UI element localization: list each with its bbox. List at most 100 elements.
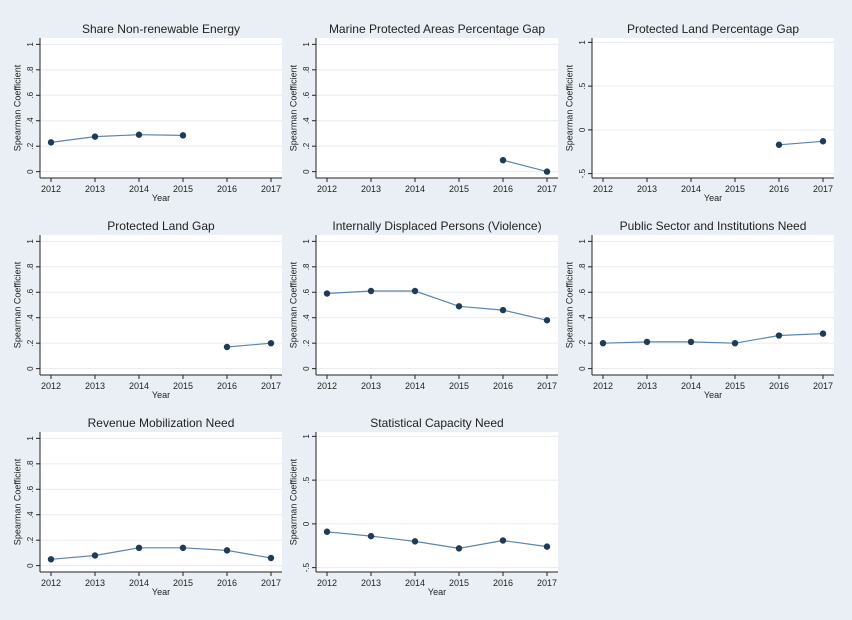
x-tick-label: 2015 [173,381,193,391]
data-point [455,303,463,310]
y-axis-label: Spearman Coefficient [288,261,298,348]
y-tick-label: .6 [26,288,35,295]
y-tick-label: .4 [302,314,311,321]
y-tick-label: 1 [302,434,311,439]
x-tick-label: 2016 [217,184,237,194]
y-tick-label: .6 [26,485,35,492]
x-tick-label: 2016 [493,578,513,588]
x-axis-label: Year [704,390,722,400]
x-tick-label: 2013 [85,381,105,391]
y-tick-label: .4 [26,511,35,518]
x-tick-label: 2013 [637,381,657,391]
data-point [223,547,231,554]
data-point [323,290,331,297]
x-tick-label: 2012 [41,578,61,588]
x-axis-label: Year [428,587,446,597]
y-tick-label: .4 [302,117,311,124]
x-tick-label: 2015 [173,184,193,194]
x-tick-label: 2017 [261,184,281,194]
series-line [602,333,824,344]
y-tick-label: 0 [302,521,311,526]
panel-8: Statistical Capacity Need -.5 0 .5 1 Spearman… [288,416,558,597]
data-point [499,306,507,314]
x-tick-label: 2017 [537,381,557,391]
data-point [819,138,827,145]
y-tick-label: -.5 [302,562,311,572]
x-tick-label: 2013 [637,184,657,194]
x-tick-label: 2017 [261,381,281,391]
data-point [499,156,507,164]
y-tick-label: .8 [26,263,35,270]
x-tick-label: 2017 [261,578,281,588]
x-tick-label: 2013 [361,381,381,391]
x-tick-label: 2016 [217,381,237,391]
panel-6: Public Sector and Institutions Need 0 .2 .4… [564,219,834,400]
y-tick-label: 1 [26,42,35,47]
y-tick-label: 0 [26,563,35,568]
y-tick-label: .8 [26,460,35,467]
x-tick-label: 2015 [725,184,745,194]
y-tick-label: .2 [302,339,311,346]
x-tick-label: 2013 [361,184,381,194]
y-tick-label: .8 [26,66,35,73]
data-point [47,556,55,563]
data-point [543,543,551,550]
y-tick-label: 1 [578,40,587,45]
y-tick-label: .4 [26,314,35,321]
data-point [91,552,99,559]
plot-area [316,432,558,572]
x-tick-label: 2012 [593,381,613,391]
x-tick-label: 2014 [405,184,425,194]
x-tick-label: 2012 [317,578,337,588]
x-tick-label: 2014 [129,381,149,391]
x-axis-label: Year [152,390,170,400]
y-tick-label: .2 [578,339,587,346]
y-tick-label: 1 [26,436,35,441]
series-line [50,547,272,560]
panel-title: Internally Displaced Persons (Violence) [332,219,541,233]
data-point [47,139,55,146]
data-point [499,537,507,544]
y-tick-label: .5 [302,476,311,483]
panel-title: Marine Protected Areas Percentage Gap [329,22,545,36]
x-tick-label: 2014 [129,578,149,588]
x-tick-label: 2014 [405,381,425,391]
x-tick-label: 2012 [317,184,337,194]
series-line [502,159,548,173]
data-point [135,131,143,138]
x-tick-label: 2013 [85,578,105,588]
data-point [223,343,231,351]
y-tick-label: .2 [26,339,35,346]
x-tick-label: 2016 [493,184,513,194]
panel-2: Marine Protected Areas Percentage Gap 0 .2… [288,22,558,194]
y-tick-label: .6 [302,91,311,98]
series-line [778,140,824,146]
plot-area [316,235,558,375]
x-tick-label: 2017 [813,381,833,391]
data-point [367,287,375,295]
y-tick-label: .8 [578,263,587,270]
y-axis-label: Spearman Coefficient [288,64,298,151]
x-tick-label: 2015 [725,381,745,391]
x-tick-label: 2014 [129,184,149,194]
y-tick-label: 0 [302,366,311,371]
x-tick-label: 2015 [449,381,469,391]
y-tick-label: 0 [302,169,311,174]
data-point [267,554,275,562]
y-tick-label: 1 [302,42,311,47]
y-tick-label: .8 [302,66,311,73]
plot-area [40,432,282,572]
data-point [91,133,99,140]
plot-area [316,38,558,178]
data-point [543,168,551,175]
data-point [819,330,827,337]
plot-area [40,235,282,375]
x-tick-label: 2013 [361,578,381,588]
y-axis-label: Spearman Coefficient [288,458,298,545]
data-point [179,132,187,139]
y-axis-label: Spearman Coefficient [12,64,22,151]
data-point [411,287,419,295]
x-tick-label: 2014 [681,381,701,391]
plot-area [592,38,834,178]
panel-1: Share Non-renewable Energy 0 .2 .4 .6 .8 1 Spea… [12,22,282,203]
